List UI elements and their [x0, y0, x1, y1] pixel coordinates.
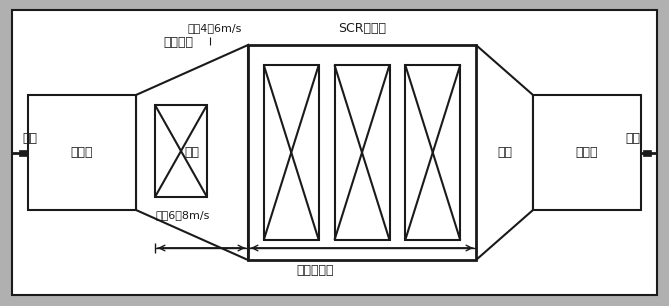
Bar [248, 45, 476, 260]
Text: SCR反应器: SCR反应器 [338, 22, 386, 35]
Bar [264, 65, 318, 240]
Bar [643, 150, 651, 155]
Text: 变径: 变径 [497, 146, 512, 159]
Text: 烟气: 烟气 [625, 132, 640, 144]
Text: 变径: 变径 [185, 146, 199, 159]
Text: 蒸发器: 蒸发器 [576, 146, 598, 159]
Text: 烟气: 烟气 [22, 132, 37, 144]
Bar [533, 95, 641, 210]
Bar [28, 95, 136, 210]
Bar [405, 65, 460, 240]
Polygon shape [136, 45, 248, 260]
Text: 烟气脱硝段: 烟气脱硝段 [297, 263, 334, 277]
Bar [155, 105, 207, 197]
Polygon shape [476, 45, 533, 260]
Text: 喷氨格栅: 喷氨格栅 [163, 36, 193, 50]
Text: 流速4～6m/s: 流速4～6m/s [188, 23, 242, 33]
Text: 流速6～8m/s: 流速6～8m/s [155, 210, 209, 220]
Text: 过热器: 过热器 [71, 146, 93, 159]
Bar [334, 65, 389, 240]
Bar [19, 150, 27, 155]
